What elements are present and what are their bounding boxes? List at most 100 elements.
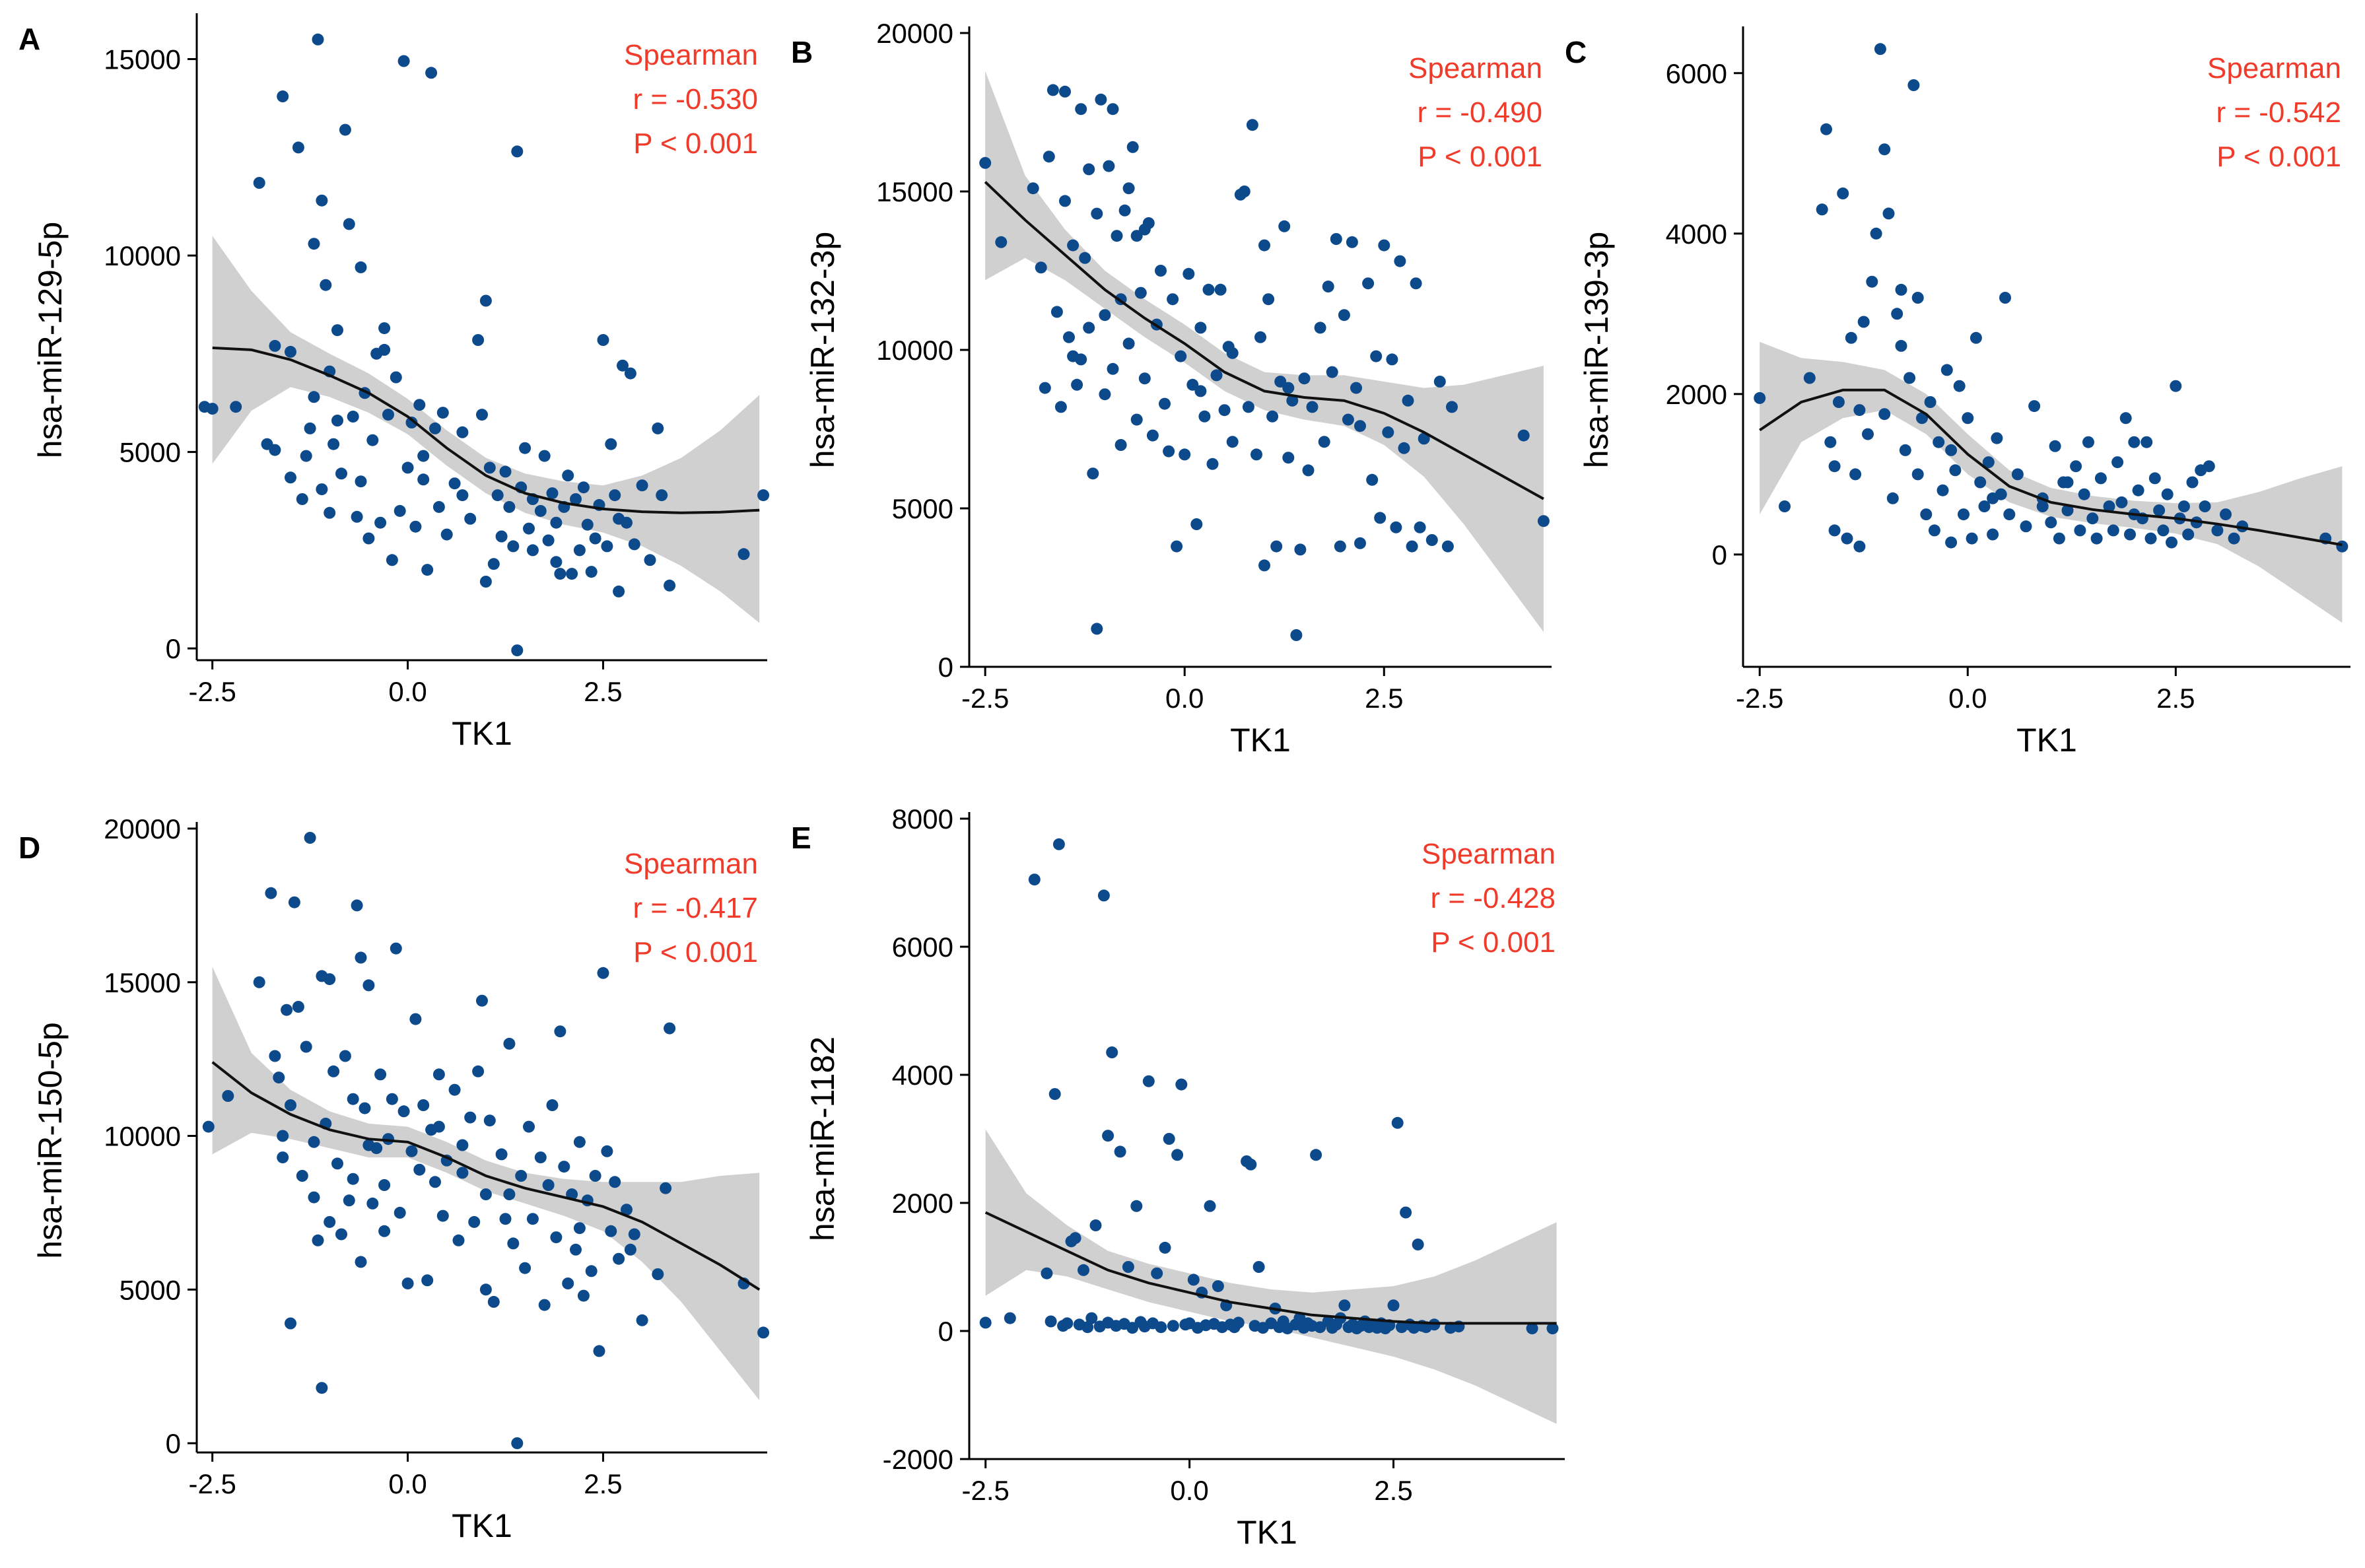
data-point (292, 141, 304, 154)
data-point (1126, 141, 1139, 153)
confidence-band (1760, 341, 2343, 623)
data-point (1106, 1046, 1118, 1058)
data-point (1937, 484, 1949, 496)
y-tick-label: 15000 (876, 176, 953, 207)
data-point (296, 1170, 308, 1182)
data-point (1978, 500, 1991, 512)
data-point (1004, 1312, 1016, 1324)
data-point (1251, 448, 1262, 461)
data-point (432, 500, 445, 513)
scatter-points (202, 832, 770, 1449)
scatter-points (198, 33, 770, 657)
y-axis-title: hsa-miR-150-5p (32, 1022, 69, 1258)
data-point (1142, 1075, 1155, 1087)
data-point (1754, 392, 1766, 404)
data-point (2119, 412, 2132, 425)
data-point (613, 585, 625, 597)
data-point (487, 1295, 500, 1308)
confidence-band (212, 967, 760, 1400)
x-tick-label: 2.5 (1374, 1475, 1412, 1506)
y-tick-label: 4000 (892, 1060, 953, 1091)
data-point (359, 1102, 371, 1114)
data-point (2078, 488, 2090, 500)
data-point (483, 461, 496, 474)
data-point (277, 1130, 289, 1142)
data-point (479, 1283, 492, 1296)
stat-method-label: Spearman (624, 39, 758, 71)
data-point (1122, 182, 1135, 195)
data-point (1537, 515, 1550, 528)
data-point (273, 1072, 285, 1084)
data-point (546, 487, 559, 500)
data-point (511, 145, 524, 158)
data-point (1886, 492, 1899, 504)
confidence-band (985, 1129, 1557, 1424)
data-point (570, 1243, 582, 1256)
data-point (1059, 85, 1071, 98)
data-point (624, 1243, 636, 1256)
data-point (1294, 543, 1307, 556)
data-point (202, 1120, 215, 1133)
panels-group: -2.5 0.0 2.5 0 5000 10000 15000 TK1 hsa-miR-129-… (18, 13, 2350, 1551)
data-point (2170, 380, 2182, 392)
data-point (253, 976, 265, 988)
data-point (1970, 331, 1982, 344)
data-point (1803, 372, 1816, 384)
data-point (2153, 504, 2166, 516)
confidence-band (212, 236, 760, 623)
data-point (995, 236, 1008, 248)
data-point (2020, 520, 2032, 533)
data-point (397, 55, 410, 67)
data-point (308, 1191, 320, 1204)
data-point (464, 1111, 477, 1124)
data-point (1298, 372, 1311, 385)
data-point (554, 1025, 566, 1038)
data-point (1916, 412, 1928, 425)
data-point (1171, 540, 1183, 553)
data-point (1314, 322, 1326, 334)
data-point (1862, 428, 1874, 440)
data-point (2003, 508, 2016, 521)
stat-p-label: P < 0.001 (633, 127, 758, 160)
y-axis-title: hsa-miR-1182 (804, 1037, 841, 1241)
data-point (1081, 1321, 1094, 1334)
data-point (405, 417, 418, 428)
data-point (1378, 239, 1390, 252)
data-point (312, 1234, 324, 1246)
data-point (664, 579, 676, 592)
panel-d: -2.5 0.0 2.5 0 5000 10000 15000 20000 TK1 hsa-miR… (18, 813, 770, 1544)
data-point (1410, 277, 1422, 290)
data-point (1175, 350, 1187, 362)
data-point (253, 177, 265, 189)
data-point (636, 1314, 648, 1326)
data-point (1071, 378, 1083, 391)
panel-letter: D (18, 831, 40, 865)
panel-letter: C (1565, 35, 1587, 69)
x-axis-title: TK1 (452, 1507, 512, 1544)
data-point (1374, 512, 1387, 524)
data-point (550, 1231, 563, 1244)
data-point (1079, 252, 1091, 264)
data-point (515, 1170, 528, 1182)
data-point (335, 467, 347, 480)
data-point (511, 644, 524, 657)
data-point (1067, 350, 1080, 362)
data-point (378, 322, 391, 335)
data-point (503, 1188, 516, 1200)
data-point (351, 510, 363, 523)
y-tick-label: 10000 (104, 240, 181, 271)
y-tick-label: 20000 (876, 18, 953, 49)
data-point (1048, 1088, 1061, 1101)
data-point (1134, 287, 1147, 299)
y-tick-label: 15000 (104, 967, 181, 998)
data-point (1063, 331, 1075, 343)
y-axis-title: hsa-miR-132-3p (804, 232, 841, 468)
data-point (362, 1139, 375, 1151)
data-point (534, 504, 547, 517)
data-point (1414, 521, 1426, 533)
data-point (308, 1136, 320, 1148)
panel-letter: E (791, 821, 811, 855)
data-point (613, 512, 625, 525)
data-point (628, 1228, 640, 1241)
data-point (2094, 472, 2107, 485)
